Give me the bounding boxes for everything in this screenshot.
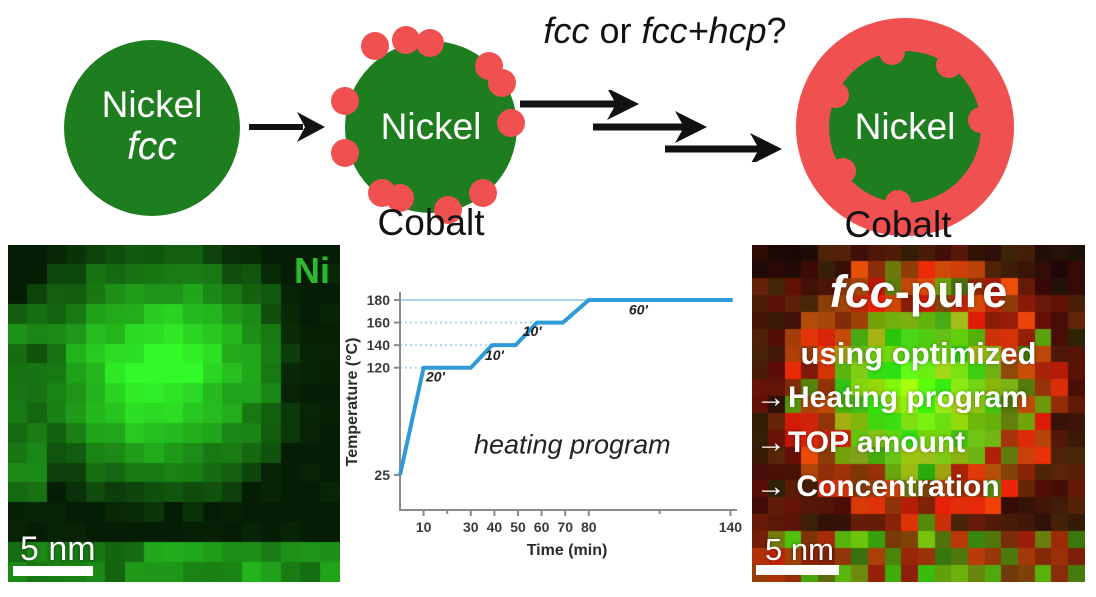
triple-arrow-right-icon xyxy=(520,90,782,162)
nickel-cobalt-seeds-particle: Nickel xyxy=(331,26,531,227)
y-axis-title: Temperature (°C) xyxy=(345,338,361,467)
y-tick-label: 160 xyxy=(367,315,391,331)
cobalt-seed-dot xyxy=(392,26,420,54)
x-tick-label: 70 xyxy=(557,519,573,535)
dwell-time-annotation: 10' xyxy=(485,347,505,363)
ni-element-tag: Ni xyxy=(294,250,330,291)
arrow-right-icon: → xyxy=(756,426,786,459)
shell-notch xyxy=(823,81,850,108)
shell-notch xyxy=(967,107,994,134)
dwell-time-annotation: 20' xyxy=(425,368,446,384)
bullet-heating-program: →Heating program xyxy=(756,381,1029,414)
cobalt-label: Cobalt xyxy=(377,202,485,243)
dwell-time-annotation: 60' xyxy=(629,302,649,318)
fcc-pure-headline: fcc-pure xyxy=(829,266,1008,317)
fcc-label: fcc xyxy=(127,125,177,168)
dwell-time-annotation: 10' xyxy=(523,323,543,339)
cobalt-seed-dot xyxy=(416,29,444,57)
arrow-right-icon: → xyxy=(756,381,786,414)
cobalt-seed-dot xyxy=(331,139,359,167)
x-tick-label: 50 xyxy=(510,519,526,535)
cobalt-seed-dot xyxy=(488,69,516,97)
y-tick-label: 25 xyxy=(374,467,390,483)
question-title: fcc or fcc+hcp? xyxy=(543,10,787,51)
x-tick-label: 80 xyxy=(581,519,597,535)
heating-profile-line xyxy=(398,298,733,476)
shell-notch xyxy=(885,189,912,216)
y-tick-label: 140 xyxy=(367,337,391,353)
scale-bar xyxy=(13,566,93,576)
x-tick-label: 30 xyxy=(463,519,479,535)
nickel-fcc-particle: Nickel fcc xyxy=(64,40,240,216)
cobalt-seed-dot xyxy=(331,87,359,115)
y-tick-label: 180 xyxy=(367,292,391,308)
nickel-cobalt-shell-particle: Nickel xyxy=(796,18,1014,236)
shell-notch xyxy=(935,51,962,78)
cobalt-seed-dot xyxy=(361,32,389,60)
nico-edx-map-panel: fcc-pure using optimized →Heating progra… xyxy=(752,245,1085,582)
cobalt-label: Cobalt xyxy=(844,204,952,245)
heating-program-chart: 25 120 140 160 180 10 30 40 50 60 70 80 140 Time (min… xyxy=(344,252,745,564)
using-optimized-line: using optimized xyxy=(800,336,1037,371)
nickel-label: Nickel xyxy=(380,105,482,147)
cobalt-seed-dot xyxy=(469,179,497,207)
scale-bar xyxy=(756,565,839,575)
cobalt-seed-dot xyxy=(497,109,525,137)
shell-notch xyxy=(878,39,905,66)
scale-label: 5 nm xyxy=(765,532,834,567)
x-tick-label: 60 xyxy=(534,519,550,535)
nickel-label: Nickel xyxy=(854,105,956,147)
y-tick-label: 120 xyxy=(367,360,391,376)
bullet-concentration: → Concentration xyxy=(756,470,1000,503)
x-tick-label: 40 xyxy=(487,519,503,535)
ni-edx-map-panel: Ni 5 nm xyxy=(8,245,340,582)
nico-edx-map-image xyxy=(752,245,1085,582)
nickel-label: Nickel xyxy=(101,84,203,126)
arrow-right-icon: → xyxy=(756,470,786,503)
ni-edx-map-image xyxy=(8,245,340,582)
nickel-core: Nickel xyxy=(829,51,981,203)
flow-arrow-3 xyxy=(665,133,782,162)
x-tick-label: 140 xyxy=(719,519,743,535)
x-tick-label: 10 xyxy=(416,519,432,535)
cobalt-seed-dot xyxy=(434,196,462,224)
bullet-top-amount: →TOP amount xyxy=(756,426,966,459)
flow-arrow-2 xyxy=(593,111,707,143)
cobalt-seed-dot xyxy=(386,184,414,212)
scale-label: 5 nm xyxy=(20,530,96,568)
chart-annotation-title: heating program xyxy=(474,430,671,460)
flow-arrow-1 xyxy=(520,90,639,120)
shell-notch xyxy=(829,157,856,184)
arrow-right-icon xyxy=(249,112,325,142)
x-axis-title: Time (min) xyxy=(527,542,608,559)
